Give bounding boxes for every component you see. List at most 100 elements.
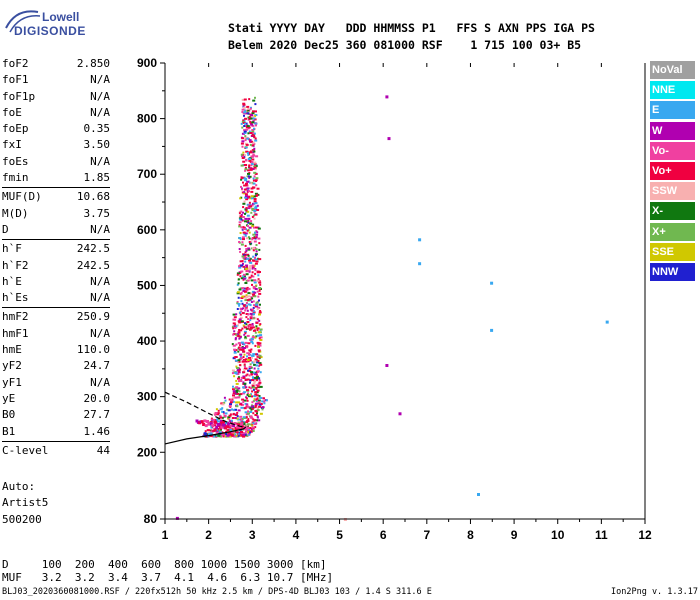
echo-point	[253, 161, 257, 164]
echo-point	[253, 135, 256, 138]
echo-point	[244, 379, 247, 381]
echo-point	[218, 435, 222, 438]
echo-point	[251, 129, 255, 131]
echo-point	[249, 319, 252, 322]
echo-point	[225, 433, 228, 435]
echo-point	[200, 420, 204, 424]
echo-point	[241, 431, 245, 434]
echo-point	[242, 427, 246, 430]
param-name: h`Es	[2, 291, 29, 305]
echo-point	[245, 184, 248, 187]
echo-point	[211, 424, 215, 427]
echo-point	[210, 431, 214, 434]
echo-point	[254, 409, 258, 412]
echo-point	[241, 216, 245, 218]
echo-point	[250, 113, 254, 116]
echo-point	[252, 141, 255, 144]
echo-point	[249, 338, 253, 341]
echo-point	[244, 135, 247, 138]
echo-point	[248, 374, 251, 377]
echo-point	[241, 187, 243, 190]
echo-point	[243, 399, 247, 402]
echo-point	[241, 132, 245, 135]
echo-point	[229, 413, 232, 416]
echo-point	[240, 226, 243, 229]
echo-point	[247, 287, 251, 290]
echo-point	[220, 431, 223, 434]
echo-point	[248, 259, 251, 262]
param-name: foF2	[2, 57, 29, 70]
echo-point	[242, 290, 246, 292]
echo-point	[238, 304, 241, 307]
echo-point	[250, 371, 254, 374]
echo-point	[251, 266, 255, 269]
echo-point	[255, 305, 259, 308]
echo-point	[247, 295, 251, 298]
echo-point	[213, 435, 215, 438]
echo-point	[258, 405, 262, 408]
echo-point	[254, 398, 258, 401]
echo-point	[237, 424, 239, 426]
echo-point	[235, 401, 239, 404]
echo-point	[247, 426, 251, 429]
echo-point	[253, 371, 256, 374]
echo-point	[239, 313, 242, 316]
echo-point	[230, 420, 233, 423]
echo-point	[242, 202, 246, 205]
echo-point	[248, 98, 251, 101]
echo-point	[245, 228, 247, 231]
echo-point	[253, 423, 257, 426]
param-value: 24.7	[83, 359, 111, 373]
echo-point	[242, 238, 245, 241]
echo-point	[238, 368, 241, 371]
echo-point	[244, 166, 247, 169]
param-value: 1.46	[83, 424, 111, 438]
echo-point	[235, 386, 239, 389]
echo-point	[209, 432, 213, 435]
param-row: M(D) 3.75	[2, 206, 110, 222]
echo-point	[249, 327, 253, 330]
echo-point	[242, 307, 245, 310]
chart-axes: 1 2 3 4 5 6 7 8 9 10 11 128020030040050060070080090…	[137, 56, 652, 542]
echo-point	[215, 429, 219, 432]
echo-point	[237, 303, 241, 305]
echo-point	[237, 278, 240, 281]
echo-point	[233, 351, 237, 354]
echo-point	[227, 429, 230, 432]
logo-swoosh-icon	[5, 10, 41, 33]
echo-point	[253, 367, 256, 370]
echo-point	[258, 289, 261, 292]
echo-point	[238, 342, 242, 345]
echo-point	[234, 429, 237, 431]
echo-point	[219, 415, 222, 418]
echo-point	[244, 411, 248, 414]
echo-point	[259, 371, 262, 374]
param-name: foF1	[2, 73, 29, 87]
echo-point	[234, 323, 237, 326]
echo-point	[232, 327, 235, 330]
echo-point	[256, 397, 259, 400]
echo-point	[246, 434, 248, 437]
echo-point	[252, 223, 255, 226]
echo-point	[246, 190, 249, 193]
echo-point	[250, 338, 253, 341]
echo-point	[242, 151, 245, 154]
echo-point	[250, 340, 254, 343]
echo-point	[233, 435, 237, 438]
echo-point	[246, 430, 250, 433]
echo-point	[255, 384, 259, 387]
param-name: fmin	[2, 171, 29, 185]
echo-point	[245, 345, 249, 348]
param-divider	[2, 239, 110, 241]
echo-point	[240, 213, 243, 216]
echo-point	[258, 324, 261, 327]
echo-point	[250, 372, 254, 375]
echo-point	[242, 112, 246, 115]
echo-point	[231, 431, 235, 434]
echo-point	[222, 423, 226, 426]
echo-point	[226, 435, 230, 438]
echo-point	[258, 287, 262, 289]
echo-point	[254, 305, 257, 308]
echo-point	[248, 261, 252, 264]
echo-point	[251, 395, 253, 398]
